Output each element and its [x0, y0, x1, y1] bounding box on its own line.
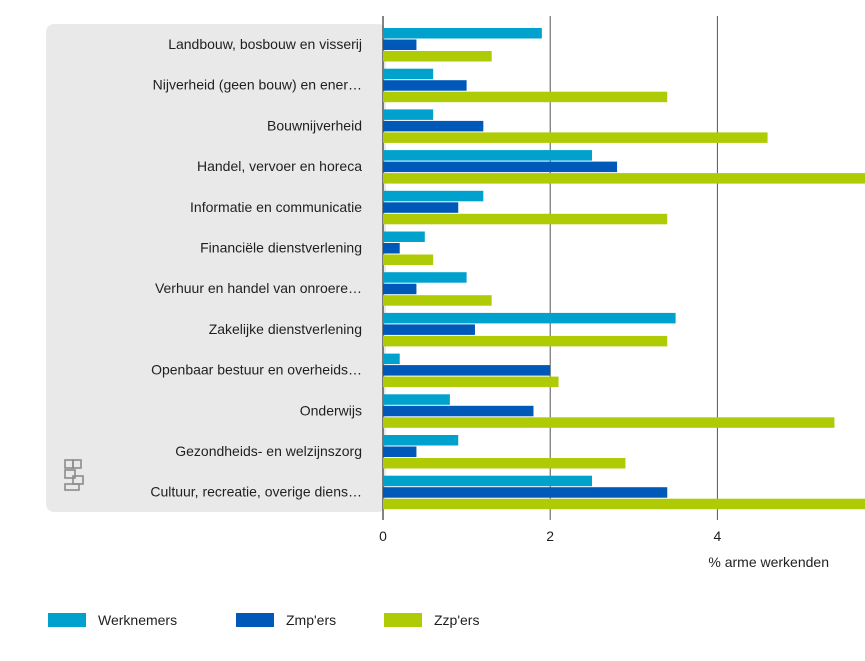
bar-werknemers: [383, 190, 484, 202]
bar-werknemers: [383, 150, 592, 161]
legend-item-werknemers: Werknemers: [48, 612, 236, 628]
bar-zmpers: [383, 487, 668, 498]
bar-zzpers: [383, 173, 865, 184]
bar-zzpers: [383, 417, 835, 428]
bar-zzpers: [383, 458, 626, 469]
legend-label-zmpers: Zmp'ers: [286, 612, 337, 628]
bar-zzpers: [383, 498, 865, 510]
legend-item-zmpers: Zmp'ers: [236, 612, 384, 628]
bar-zmpers: [383, 283, 417, 295]
label-panel-background: [46, 24, 386, 512]
legend: Werknemers Zmp'ers Zzp'ers: [48, 612, 479, 628]
bar-zmpers: [383, 202, 459, 213]
bar-zzpers: [383, 295, 492, 306]
legend-label-zzpers: Zzp'ers: [434, 612, 480, 628]
bar-zmpers: [383, 80, 467, 91]
legend-label-werknemers: Werknemers: [98, 612, 178, 628]
category-label: Zakelijke dienstverlening: [209, 321, 362, 337]
bar-werknemers: [383, 272, 467, 283]
bar-zmpers: [383, 405, 534, 417]
bar-werknemers: [383, 68, 434, 80]
category-label: Onderwijs: [300, 402, 362, 418]
category-label: Nijverheid (geen bouw) en ener…: [153, 77, 362, 93]
bar-zzpers: [383, 132, 768, 143]
bar-zmpers: [383, 324, 475, 335]
bar-zzpers: [383, 91, 668, 103]
legend-swatch-zzpers: [384, 613, 422, 627]
bar-werknemers: [383, 312, 676, 324]
legend-swatch-werknemers: [48, 613, 86, 627]
category-labels: Landbouw, bosbouw en visserij Nijverheid …: [150, 36, 362, 500]
category-label: Informatie en communicatie: [190, 199, 362, 215]
bar-werknemers: [383, 394, 450, 405]
bar-zmpers: [383, 161, 618, 173]
bar-werknemers: [383, 435, 459, 446]
legend-swatch-zmpers: [236, 613, 274, 627]
bar-werknemers: [383, 109, 434, 120]
category-label: Handel, vervoer en horeca: [197, 158, 362, 174]
category-label: Financiële dienstverlening: [200, 240, 362, 256]
cbs-logo-icon: [64, 459, 84, 491]
bar-werknemers: [383, 231, 425, 242]
bar-zmpers: [383, 365, 551, 376]
bar-werknemers: [383, 353, 400, 365]
x-tick-label: 4: [714, 528, 722, 544]
x-tick-label: 2: [546, 528, 554, 544]
legend-item-zzpers: Zzp'ers: [384, 612, 479, 628]
x-tick-label: 0: [379, 528, 387, 544]
bar-werknemers: [383, 475, 592, 487]
category-label: Bouwnijverheid: [267, 117, 362, 133]
category-label: Openbaar bestuur en overheids…: [151, 362, 362, 378]
bar-zzpers: [383, 254, 434, 265]
bar-zmpers: [383, 120, 484, 132]
bar-zmpers: [383, 243, 400, 254]
category-label: Gezondheids- en welzijnszorg: [175, 443, 362, 459]
category-label: Verhuur en handel van onroere…: [155, 280, 362, 296]
bars: [383, 28, 865, 510]
category-label: Landbouw, bosbouw en visserij: [168, 36, 362, 52]
bar-zmpers: [383, 446, 417, 457]
category-label: Cultuur, recreatie, overige diens…: [150, 484, 362, 500]
x-tick-labels: 0246810: [379, 528, 722, 544]
bar-zzpers: [383, 213, 668, 225]
bar-zzpers: [383, 376, 559, 388]
bar-werknemers: [383, 28, 542, 39]
bar-zzpers: [383, 51, 492, 62]
bar-zzpers: [383, 335, 668, 347]
bar-zmpers: [383, 39, 417, 50]
x-axis-title: % arme werkenden: [708, 554, 829, 570]
